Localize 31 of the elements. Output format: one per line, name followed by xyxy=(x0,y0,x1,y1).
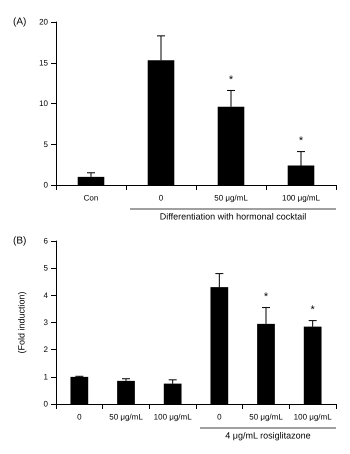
y-tick-label: 20 xyxy=(39,18,49,26)
y-tick-label: 2 xyxy=(44,345,49,354)
chart-title: (B) xyxy=(13,236,26,246)
y-tick-label: 3 xyxy=(44,318,49,327)
y-tick-label: 4 xyxy=(44,290,49,300)
annotation: * xyxy=(228,74,234,86)
x-axis-title: Differentiation with hormonal cocktail xyxy=(160,212,306,222)
x-tick-label: 0 xyxy=(158,194,164,202)
y-tick-label: 5 xyxy=(44,140,49,149)
annotation: * xyxy=(310,304,316,316)
y-tick-label: 6 xyxy=(44,236,49,246)
x-tick-label: 50 μg/mL xyxy=(214,194,248,202)
y-tick-label: 0 xyxy=(44,180,49,190)
x-axis-title: 4 μg/mL rosiglitazone xyxy=(225,430,311,440)
y-tick-label: 10 xyxy=(39,99,49,108)
y-tick-label: 15 xyxy=(39,58,49,68)
x-tick-label: Con xyxy=(84,194,98,202)
annotation: * xyxy=(264,291,269,304)
y-tick-label: 0 xyxy=(44,400,49,408)
x-tick-label: 100 μg/mL xyxy=(294,412,332,422)
annotation: * xyxy=(298,135,304,148)
x-tick-label: 0 xyxy=(217,412,222,422)
x-tick-label: 50 μg/mL xyxy=(109,412,144,422)
x-tick-label: 100 μg/mL xyxy=(282,194,321,202)
y-axis-title: (Fold induction) xyxy=(16,291,26,354)
y-tick-label: 5 xyxy=(44,264,49,273)
x-tick-label: 100 μg/mL xyxy=(154,412,192,422)
y-tick-label: 1 xyxy=(44,372,49,382)
x-tick-label: 50 μg/mL xyxy=(249,412,284,422)
x-tick-label: 0 xyxy=(77,412,82,422)
chart-title: (A) xyxy=(13,16,26,28)
